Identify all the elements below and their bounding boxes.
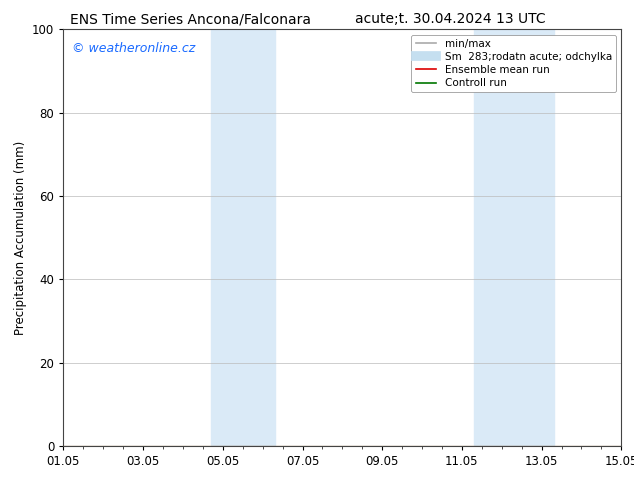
Text: acute;t. 30.04.2024 13 UTC: acute;t. 30.04.2024 13 UTC [355,12,545,26]
Bar [474,29,553,446]
Text: ENS Time Series Ancona/Falconara: ENS Time Series Ancona/Falconara [70,12,311,26]
Y-axis label: Precipitation Accumulation (mm): Precipitation Accumulation (mm) [13,141,27,335]
Text: © weatheronline.cz: © weatheronline.cz [72,42,195,55]
Legend: min/max, Sm  283;rodatn acute; odchylka, Ensemble mean run, Controll run: min/max, Sm 283;rodatn acute; odchylka, … [411,35,616,92]
Bar [211,29,275,446]
